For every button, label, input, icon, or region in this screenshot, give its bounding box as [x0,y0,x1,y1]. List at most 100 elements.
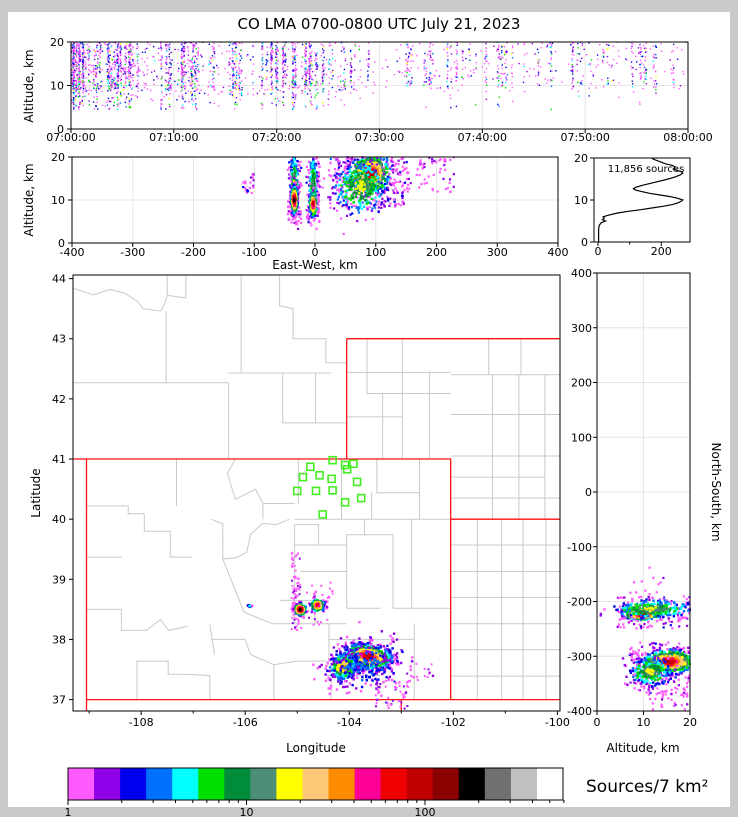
tick-label: 0 [57,123,64,136]
colorbar: 1 10 100 [65,767,565,817]
colorbar-segment [146,768,173,800]
tick-label: 38 [52,633,66,646]
lma-station-marker [342,464,352,474]
tick-label: -100 [567,541,592,554]
tick-label: 07:00:00 [46,131,95,144]
time-height-scatter [70,41,687,111]
tick-label: 200 [651,245,672,258]
ns-panel-ylabel: North-South, km [709,442,723,541]
lma-station-marker [349,459,358,469]
tick-label: 41 [52,453,66,466]
colorbar-segment [198,768,225,800]
tick-label: 10 [50,80,64,93]
colorbar-segment [484,768,512,800]
colorbar-segment [432,768,460,800]
tick-label: 07:20:00 [252,131,301,144]
time-panel-ylabel: Altitude, km [22,49,36,122]
figure-background [8,12,730,807]
colorbar-segment [94,768,121,800]
tick-label: 43 [52,333,66,346]
colorbar-segment [354,768,382,800]
ew-height-scatter [242,156,455,236]
source-count-annotation: 11,856 sources [608,164,685,175]
plot-panels: 07:00:00 07:10:00 07:20:00 07:30:00 07:40:00… [46,36,712,817]
ns-height-scatter [599,566,691,711]
tick-label: 39 [52,573,66,586]
map-lma-stations [292,455,366,519]
map-state-borders [73,338,560,711]
tick-label: 300 [487,246,508,259]
panel-time-height: 07:00:00 07:10:00 07:20:00 07:30:00 07:40:00… [46,36,712,144]
tick-label: -400 [60,246,85,259]
tick-label: 0 [585,486,592,499]
tick-label: 200 [571,377,592,390]
map-xlabel: Longitude [286,741,346,755]
tick-label: -100 [242,246,267,259]
lma-station-marker [318,510,328,519]
tick-label: -300 [567,650,592,663]
colorbar-segment [172,768,199,800]
tick-label: 40 [52,513,66,526]
tick-label: 0 [58,237,65,250]
tick-label: -400 [567,705,592,718]
lma-station-marker [356,493,366,503]
colorbar-label: Sources/7 km² [586,777,708,797]
panel-ew-height: -400 -300 -200 -100 0 100 200 300 400 0 10 20 [51,151,569,259]
tick-label: 100 [365,246,386,259]
tick-label: 07:40:00 [458,131,507,144]
ns-height-grid [597,273,690,711]
tick-label: 42 [52,393,66,406]
tick-label: -102 [441,716,466,729]
map-county-lines [72,275,560,700]
tick-label: 200 [426,246,447,259]
tick-label: 08:00:00 [663,131,712,144]
tick-label: 10 [574,194,588,207]
time-height-grid [71,42,688,129]
altitude-histogram-line [598,157,685,242]
tick-label: 0 [595,245,602,258]
tick-label: 07:10:00 [149,131,198,144]
ns-panel-xlabel: Altitude, km [606,741,679,755]
tick-label: 400 [548,246,569,259]
tick-label: 0 [312,246,319,259]
tick-label: 0 [594,716,601,729]
tick-label: 20 [51,151,65,164]
tick-label: 1 [65,806,72,817]
lma-station-marker [328,485,337,495]
lma-station-marker [292,486,302,496]
tick-label: 07:50:00 [560,131,609,144]
colorbar-segment [406,768,434,800]
map-scatter [246,551,435,710]
ew-panel-xlabel: East-West, km [272,258,358,272]
lma-station-marker [327,474,336,484]
lma-station-marker [315,470,324,480]
tick-label: 20 [574,152,588,165]
tick-label: -108 [129,716,154,729]
tick-label: 10 [240,806,254,817]
colorbar-segment [328,768,356,800]
tick-label: -300 [120,246,145,259]
figure-title: CO LMA 0700-0800 UTC July 21, 2023 [238,15,521,33]
tick-label: 100 [415,806,436,817]
tick-label: 44 [52,273,66,286]
colorbar-segment [302,768,330,800]
ew-panel-ylabel: Altitude, km [22,163,36,236]
colorbar-segment [510,768,538,800]
tick-label: -100 [545,716,570,729]
panel-altitude-histogram: 0 200 0 10 20 [574,152,691,258]
panel-map: -108 -106 -104 -102 -100 37 38 39 40 41 42 43 44 [52,273,570,729]
colorbar-segment [68,768,95,800]
tick-label: 07:30:00 [355,131,404,144]
colorbar-segment [120,768,147,800]
colorbar-segment [380,768,408,800]
tick-label: 20 [50,36,64,49]
lma-station-marker [311,486,321,496]
lma-station-marker [305,462,315,472]
colorbar-segment [250,768,277,800]
tick-label: 20 [683,716,697,729]
tick-label: -200 [181,246,206,259]
tick-label: -200 [567,596,592,609]
colorbar-segment [276,768,303,800]
